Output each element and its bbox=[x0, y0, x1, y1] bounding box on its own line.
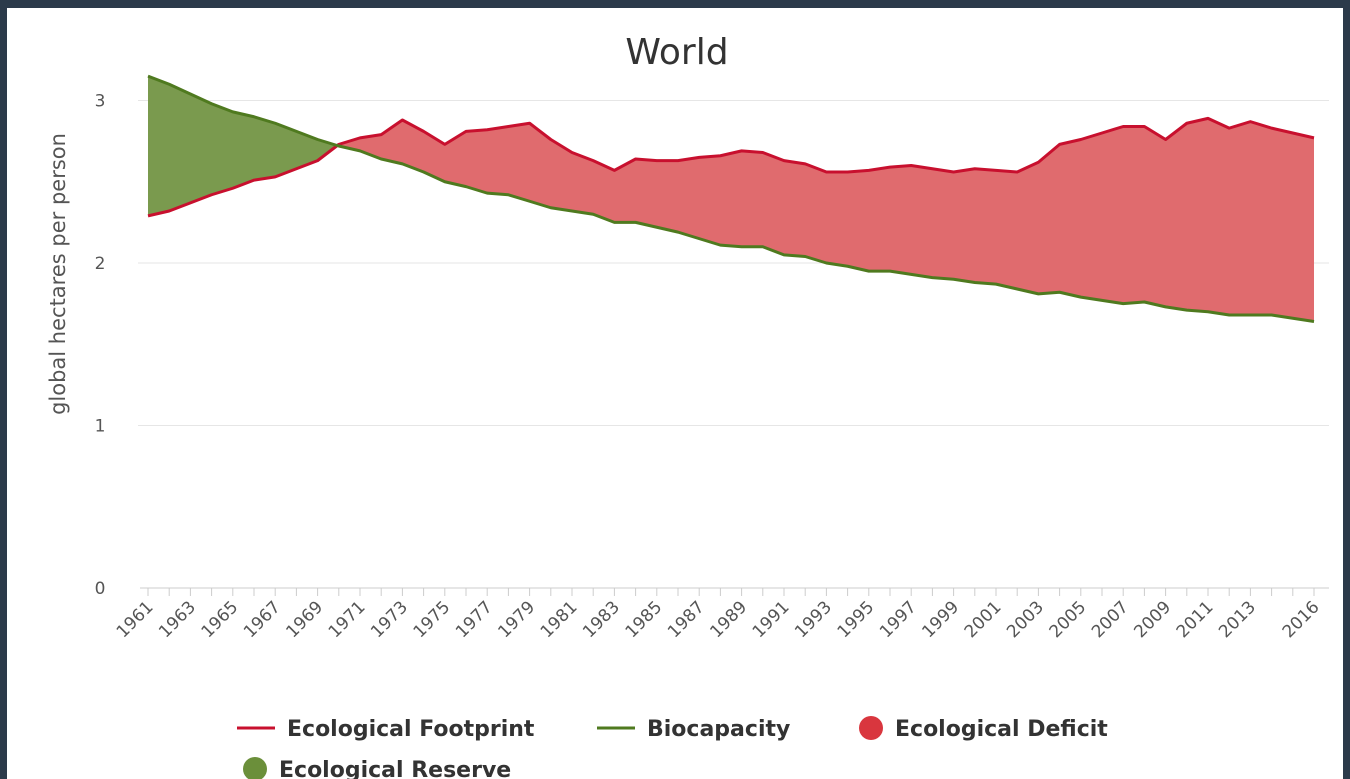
ecological-footprint-line bbox=[147, 116, 1315, 218]
x-tick-label: 1987 bbox=[664, 597, 709, 642]
x-tick-label: 1993 bbox=[791, 597, 836, 642]
x-tick-label: 1977 bbox=[452, 597, 497, 642]
x-tick-label: 1983 bbox=[579, 597, 624, 642]
x-tick-label: 1975 bbox=[410, 597, 455, 642]
area-layer bbox=[148, 76, 1314, 322]
chart-svg: 0 1 2 3 196119631965196719691971197319751977… bbox=[46, 32, 1329, 779]
x-tick-label: 2009 bbox=[1130, 597, 1175, 642]
legend-item-biocapacity: Biocapacity bbox=[597, 717, 790, 742]
x-tick-label: 1989 bbox=[706, 597, 751, 642]
legend-label: Biocapacity bbox=[647, 717, 790, 742]
x-tick-label: 2011 bbox=[1173, 597, 1218, 642]
x-tick-label: 1967 bbox=[240, 597, 285, 642]
legend-label: Ecological Footprint bbox=[287, 717, 535, 742]
x-tick-label: 1999 bbox=[918, 597, 963, 642]
y-tick-label: 1 bbox=[95, 417, 106, 437]
y-tick-label: 0 bbox=[95, 579, 106, 599]
legend-item-ecological-footprint: Ecological Footprint bbox=[237, 717, 535, 742]
biocapacity-line bbox=[147, 74, 1315, 323]
x-tick-label: 1995 bbox=[834, 597, 879, 642]
y-tick-label: 2 bbox=[95, 254, 106, 274]
x-tick-label: 1965 bbox=[198, 597, 243, 642]
x-tick-label: 1973 bbox=[367, 597, 412, 642]
ecological-reserve-area bbox=[148, 76, 338, 216]
legend-label: Ecological Deficit bbox=[895, 717, 1108, 742]
legend-item-ecological-deficit: Ecological Deficit bbox=[859, 716, 1108, 742]
legend: Ecological Footprint Biocapacity Ecologica… bbox=[237, 716, 1108, 779]
x-tick-label: 1961 bbox=[113, 597, 158, 642]
y-tick-label: 3 bbox=[95, 92, 106, 112]
x-tick-label: 1997 bbox=[876, 597, 921, 642]
x-tick-label: 2001 bbox=[961, 597, 1006, 642]
legend-label: Ecological Reserve bbox=[279, 758, 511, 779]
x-tick-label: 2016 bbox=[1279, 597, 1324, 642]
x-tick-label: 1969 bbox=[282, 597, 327, 642]
x-tick-label: 2013 bbox=[1215, 597, 1260, 642]
y-axis-label: global hectares per person bbox=[46, 133, 70, 415]
line-layer bbox=[147, 74, 1315, 323]
x-tick-label: 2005 bbox=[1046, 597, 1091, 642]
x-tick-label: 1981 bbox=[537, 597, 582, 642]
x-tick-label: 1971 bbox=[325, 597, 370, 642]
legend-dot-swatch bbox=[243, 757, 267, 779]
x-tick-label: 1963 bbox=[155, 597, 200, 642]
chart-panel: 0 1 2 3 1961 1963 1965 1967 1969 1971 1973 1975 1977… bbox=[7, 8, 1343, 779]
chart-title: World bbox=[625, 32, 728, 73]
x-tick-label: 1985 bbox=[622, 597, 667, 642]
x-tick-label: 2003 bbox=[1003, 597, 1048, 642]
x-tick-label: 1991 bbox=[749, 597, 794, 642]
x-tick-label: 1979 bbox=[494, 597, 539, 642]
legend-item-ecological-reserve: Ecological Reserve bbox=[243, 757, 511, 779]
x-tick-label: 2007 bbox=[1088, 597, 1133, 642]
ecological-deficit-area bbox=[337, 118, 1314, 322]
legend-dot-swatch bbox=[859, 716, 883, 740]
